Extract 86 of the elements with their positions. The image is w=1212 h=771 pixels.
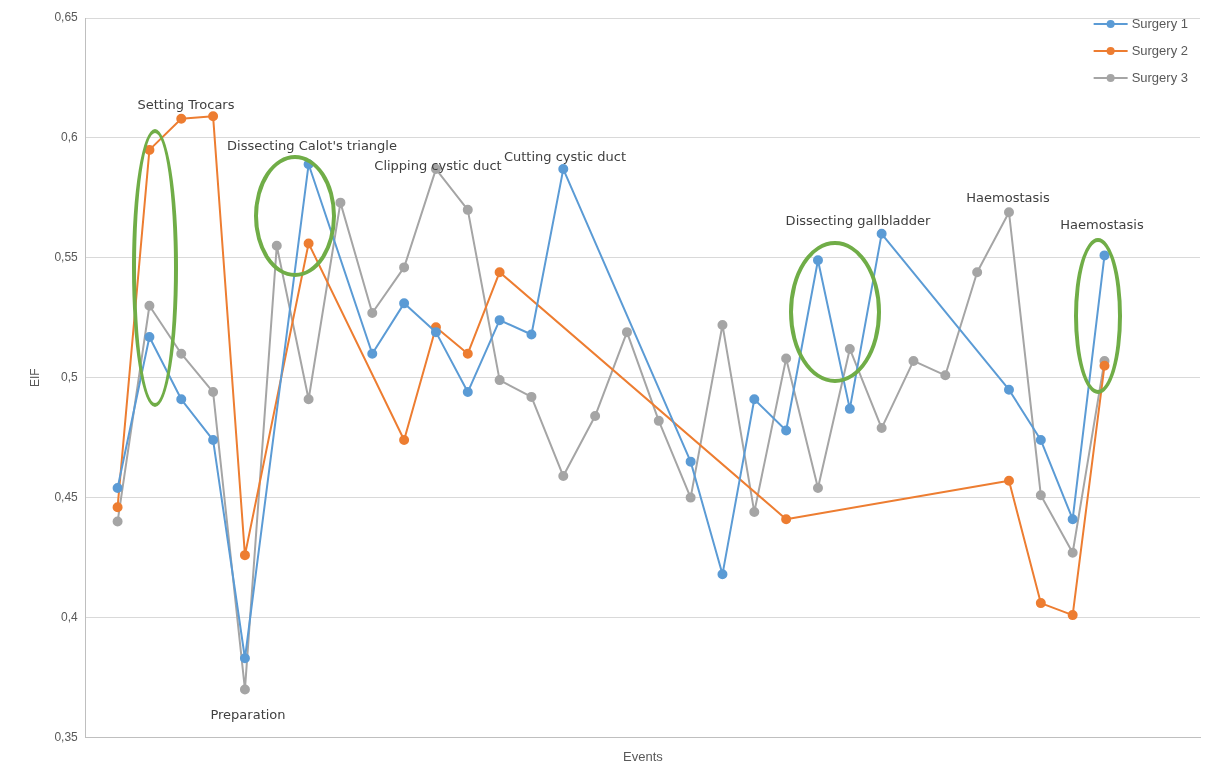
point [1099,360,1110,371]
legend-label: Surgery 2 [1131,42,1189,58]
y-tick-label: 0,65 [54,10,79,25]
point [239,550,250,561]
point [876,423,887,434]
legend-label: Surgery 3 [1131,69,1189,85]
point [1067,547,1078,558]
point [271,240,282,251]
point [462,204,473,215]
point [208,435,219,446]
point [399,262,410,273]
point [239,684,250,695]
point [367,348,378,359]
point [208,387,219,398]
point [749,506,760,517]
point [781,425,792,436]
point [1035,598,1046,609]
point [335,197,346,208]
annotation: Preparation [210,706,286,722]
point [621,327,632,338]
point [876,228,887,239]
point [908,355,919,366]
point [558,164,569,175]
y-tick-label: 0,6 [61,130,79,145]
y-tick-label: 0,4 [61,609,79,624]
point [303,394,314,405]
point [462,387,473,398]
point [844,403,855,414]
legend-label: Surgery 1 [1131,15,1189,31]
point [1035,490,1046,501]
point [176,113,187,124]
point [399,298,410,309]
point [717,569,728,580]
point [1003,207,1014,218]
annotation: Setting Trocars [137,96,235,112]
annotation: Dissecting Calot's triangle [227,137,397,153]
point [781,514,792,525]
point [112,516,123,527]
annotation: Haemostasis [1060,216,1144,232]
point [1067,610,1078,621]
point [685,492,696,503]
point [144,300,155,311]
point [1099,250,1110,261]
point [399,435,410,446]
y-tick-label: 0,5 [61,370,79,385]
x-axis-title: Events [623,748,664,764]
point [303,238,314,249]
point [526,391,537,402]
point [844,343,855,354]
point [749,394,760,405]
y-tick-label: 0,55 [54,250,79,265]
point [685,456,696,467]
point [812,483,823,494]
point [1067,514,1078,525]
point [526,329,537,340]
point [1035,435,1046,446]
point [812,255,823,266]
point [940,370,951,381]
point [239,653,250,664]
point [462,348,473,359]
point [558,471,569,482]
point [717,319,728,330]
annotation: Cutting cystic duct [503,148,627,164]
annotation: Clipping cystic duct [374,157,502,173]
point [112,502,123,513]
point [781,353,792,364]
point [972,267,983,278]
y-tick-label: 0,45 [54,489,79,504]
point [208,111,219,122]
point [590,411,601,422]
annotation: Haemostasis [966,189,1050,205]
point [367,307,378,318]
y-axis-title: EIF [27,368,42,388]
point [430,327,441,338]
point [144,331,155,342]
annotation: Dissecting gallbladder [785,212,931,228]
point [176,394,187,405]
point [653,415,664,426]
point [494,267,505,278]
point [494,375,505,386]
y-tick-label: 0,35 [54,729,79,744]
point [1003,384,1014,395]
point [176,348,187,359]
point [494,315,505,326]
point [112,483,123,494]
point [1003,475,1014,486]
